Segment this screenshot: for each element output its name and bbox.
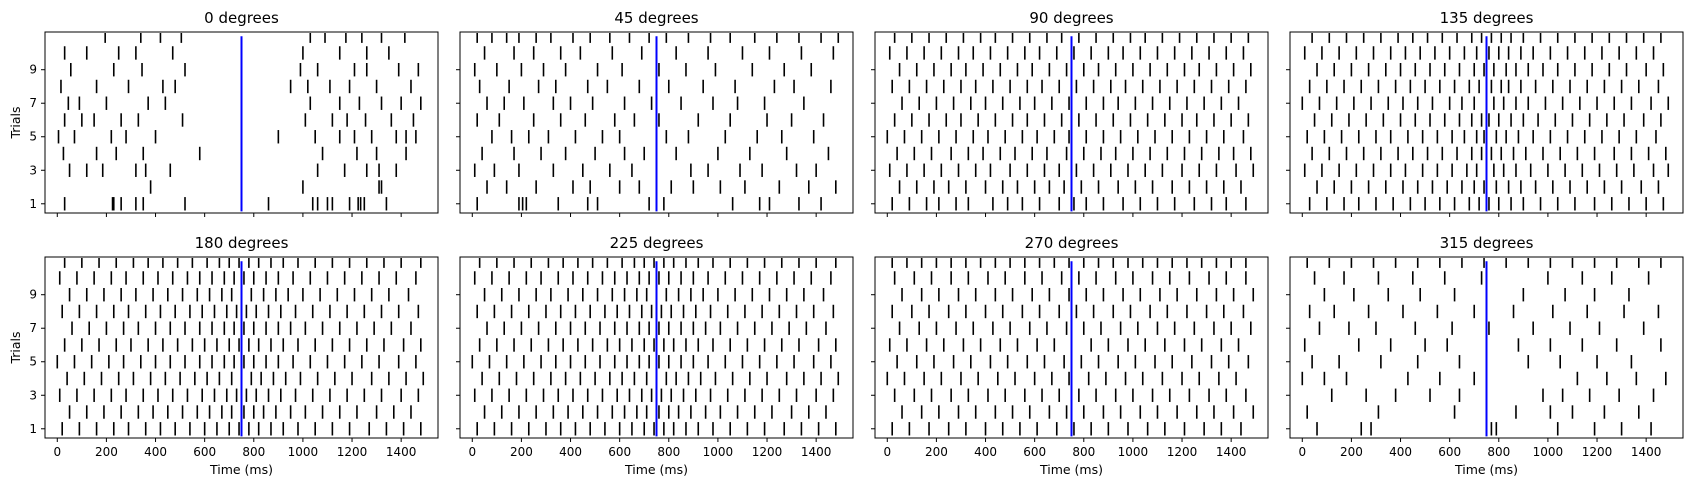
panel-title: 90 degrees [1029, 9, 1113, 27]
x-axis-label: Time (ms) [1039, 462, 1103, 477]
y-tick-label: 3 [29, 163, 37, 177]
y-tick-label: 5 [29, 355, 37, 369]
x-tick-label: 600 [608, 445, 631, 459]
x-tick-label: 1000 [703, 445, 734, 459]
spike-group [471, 258, 840, 436]
x-tick-label: 0 [53, 445, 61, 459]
x-tick-label: 800 [1487, 445, 1510, 459]
axes-frame [874, 31, 1269, 214]
y-tick-label: 9 [29, 288, 37, 302]
panel-title: 225 degrees [610, 234, 704, 252]
panel-title: 0 degrees [204, 9, 279, 27]
y-axis-label: Trials [8, 106, 23, 139]
axes-frame [44, 256, 439, 439]
x-tick-label: 1400 [1631, 445, 1662, 459]
spike-group [1301, 33, 1670, 211]
axes-frame [459, 31, 854, 214]
raster-panel: 270 degrees 0 200 400 600 800 1000 1200 1400 Time… [871, 234, 1269, 477]
panel-title: 315 degrees [1440, 234, 1534, 252]
x-tick-label: 1000 [1118, 445, 1149, 459]
x-tick-label: 1200 [1582, 445, 1613, 459]
x-tick-label: 600 [1438, 445, 1461, 459]
spike-group [57, 33, 422, 211]
raster-panel: 225 degrees 0 200 400 600 800 1000 1200 1400 Time… [456, 234, 854, 477]
x-tick-label: 1400 [1216, 445, 1247, 459]
spike-group [886, 33, 1255, 211]
panel-title: 180 degrees [195, 234, 289, 252]
axes-frame [1289, 31, 1684, 214]
x-axis-label: Time (ms) [624, 462, 688, 477]
raster-panel: 135 degrees [1286, 9, 1684, 217]
x-tick-label: 800 [242, 445, 265, 459]
panel-title: 45 degrees [614, 9, 698, 27]
axes-frame [44, 31, 439, 214]
spike-group [886, 258, 1255, 436]
x-tick-label: 1200 [337, 445, 368, 459]
x-tick-label: 400 [144, 445, 167, 459]
x-tick-label: 800 [657, 445, 680, 459]
x-tick-label: 400 [1389, 445, 1412, 459]
x-tick-label: 0 [883, 445, 891, 459]
y-tick-label: 1 [29, 197, 37, 211]
x-tick-label: 800 [1072, 445, 1095, 459]
x-tick-label: 1200 [1167, 445, 1198, 459]
x-tick-label: 400 [559, 445, 582, 459]
spike-group [473, 33, 840, 211]
spike-group [56, 258, 425, 436]
x-tick-label: 400 [974, 445, 997, 459]
y-tick-label: 5 [29, 130, 37, 144]
axes-frame [1289, 256, 1684, 439]
x-tick-label: 1000 [288, 445, 319, 459]
x-tick-label: 1400 [386, 445, 417, 459]
x-axis-label: Time (ms) [209, 462, 273, 477]
raster-panel: 180 degrees 0 200 400 600 800 1000 1200 1400 1 3 5 7… [8, 234, 439, 477]
x-tick-label: 200 [510, 445, 533, 459]
y-tick-label: 3 [29, 388, 37, 402]
x-tick-label: 1200 [752, 445, 783, 459]
x-tick-label: 0 [468, 445, 476, 459]
y-tick-label: 7 [29, 96, 37, 110]
x-tick-label: 600 [193, 445, 216, 459]
x-tick-label: 0 [1298, 445, 1306, 459]
x-tick-label: 200 [1340, 445, 1363, 459]
spike-group [1301, 258, 1667, 436]
raster-panel: 0 degrees 1 3 5 7 9 Trials [8, 9, 439, 217]
raster-panel: 90 degrees [871, 9, 1269, 217]
x-tick-label: 600 [1023, 445, 1046, 459]
x-axis-label: Time (ms) [1454, 462, 1518, 477]
x-tick-label: 1000 [1533, 445, 1564, 459]
y-axis-label: Trials [8, 331, 23, 364]
axes-frame [459, 256, 854, 439]
y-tick-label: 1 [29, 422, 37, 436]
x-tick-label: 200 [925, 445, 948, 459]
panel-title: 270 degrees [1025, 234, 1119, 252]
y-tick-label: 7 [29, 321, 37, 335]
axes-frame [874, 256, 1269, 439]
raster-panel: 45 degrees [456, 9, 854, 217]
raster-panel: 315 degrees 0 200 400 600 800 1000 1200 1400 Time… [1286, 234, 1684, 477]
x-tick-label: 1400 [801, 445, 832, 459]
x-tick-label: 200 [95, 445, 118, 459]
panel-title: 135 degrees [1440, 9, 1534, 27]
y-tick-label: 9 [29, 63, 37, 77]
